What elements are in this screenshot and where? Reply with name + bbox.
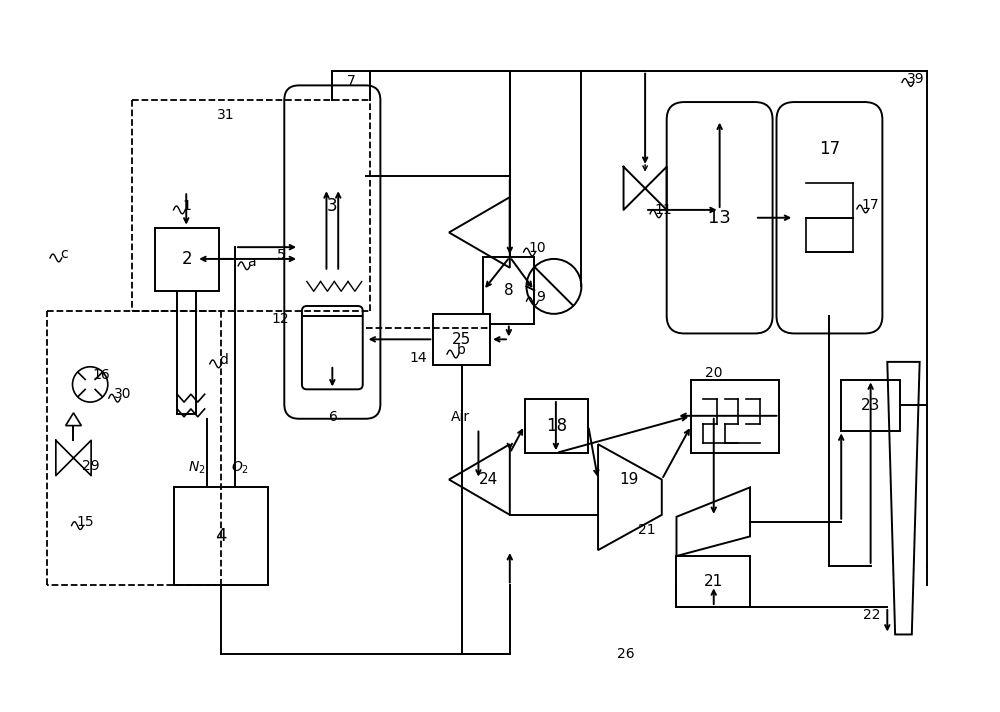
- Text: 5: 5: [277, 248, 286, 262]
- Bar: [841, 379, 900, 431]
- Text: b: b: [456, 343, 465, 357]
- Text: 8: 8: [504, 283, 514, 298]
- Text: 16: 16: [92, 367, 110, 382]
- Text: 31: 31: [217, 108, 234, 122]
- Text: 1: 1: [183, 199, 192, 213]
- Bar: [525, 399, 588, 453]
- Text: 15: 15: [76, 515, 94, 529]
- Bar: [483, 257, 534, 324]
- Bar: [174, 488, 268, 585]
- Text: 26: 26: [617, 647, 634, 661]
- Text: 11: 11: [655, 203, 673, 217]
- Text: 23: 23: [861, 397, 880, 412]
- Text: 3: 3: [327, 197, 338, 216]
- Bar: [155, 228, 219, 291]
- Text: 9: 9: [536, 290, 545, 304]
- Text: 4: 4: [215, 528, 227, 545]
- FancyBboxPatch shape: [667, 102, 773, 333]
- Text: 17: 17: [819, 140, 840, 158]
- Text: a: a: [248, 255, 256, 269]
- Text: 29: 29: [82, 459, 100, 473]
- FancyBboxPatch shape: [302, 306, 363, 389]
- Text: 21: 21: [704, 574, 723, 589]
- Text: 30: 30: [114, 387, 131, 402]
- Text: Air: Air: [451, 410, 470, 424]
- Bar: [676, 556, 750, 607]
- Text: 18: 18: [546, 417, 567, 435]
- Text: 39: 39: [907, 71, 925, 85]
- Bar: [691, 379, 779, 453]
- Text: c: c: [60, 247, 67, 261]
- Text: 21: 21: [638, 523, 656, 537]
- Text: 22: 22: [863, 608, 880, 622]
- Text: d: d: [219, 353, 228, 367]
- Text: 10: 10: [528, 241, 546, 255]
- Bar: [433, 314, 490, 365]
- Text: $N_2$: $N_2$: [188, 459, 206, 476]
- Text: 25: 25: [452, 332, 471, 347]
- Text: 14: 14: [410, 351, 427, 365]
- Text: 20: 20: [705, 366, 722, 379]
- Text: 6: 6: [329, 410, 338, 424]
- Text: 13: 13: [708, 209, 731, 226]
- Text: 2: 2: [181, 251, 192, 268]
- Text: 19: 19: [620, 472, 639, 487]
- FancyBboxPatch shape: [284, 85, 380, 419]
- Text: 24: 24: [479, 472, 498, 487]
- Text: 12: 12: [272, 312, 289, 326]
- Text: 17: 17: [862, 198, 879, 212]
- Text: 7: 7: [347, 75, 355, 88]
- Text: $O_2$: $O_2$: [231, 459, 249, 476]
- FancyBboxPatch shape: [776, 102, 882, 333]
